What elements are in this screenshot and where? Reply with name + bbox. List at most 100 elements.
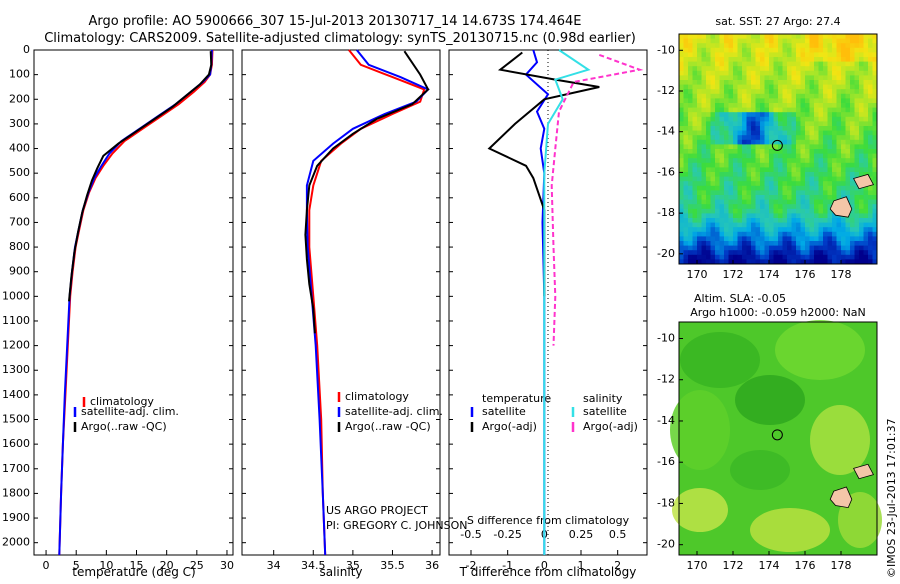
sst-cell <box>764 250 770 256</box>
sst-cell <box>719 43 725 49</box>
sst-cell <box>800 34 806 39</box>
sst-cell <box>706 204 711 210</box>
sst-cell <box>733 112 738 118</box>
sst-cell <box>805 103 810 108</box>
sst-cell <box>841 236 846 242</box>
difference-panel: S difference from climatology T differen… <box>448 49 648 579</box>
sst-cell <box>805 199 810 205</box>
sst-cell <box>872 227 878 233</box>
sst-cell <box>733 259 738 265</box>
sst-cell <box>800 130 806 136</box>
sst-cell <box>728 93 734 99</box>
sst-cell <box>796 181 801 187</box>
sst-cell <box>715 84 720 90</box>
sst-cell <box>782 135 788 141</box>
sst-cell <box>791 153 797 159</box>
sst-cell <box>746 103 752 108</box>
sst-cell <box>823 195 828 200</box>
sst-cell <box>850 254 855 260</box>
sst-cell <box>710 162 716 168</box>
sst-cell <box>832 158 837 164</box>
sst-cell <box>868 250 873 256</box>
sst-cell <box>688 80 693 85</box>
sst-cell <box>773 84 779 90</box>
sst-cell <box>778 66 783 72</box>
sst-cell <box>764 167 770 173</box>
sst-cell <box>827 98 833 104</box>
sst-cell <box>692 199 698 205</box>
sst-cell <box>755 176 761 182</box>
sst-cell <box>814 43 819 49</box>
sst-cell <box>782 218 788 223</box>
sst-cell <box>809 241 815 246</box>
sst-cell <box>683 231 689 237</box>
sst-cell <box>737 135 743 141</box>
sst-cell <box>760 130 765 136</box>
sst-cell <box>827 227 833 233</box>
sst-cell <box>850 236 855 242</box>
sst-cell <box>818 162 824 168</box>
sst-cell <box>854 208 860 214</box>
sst-cell <box>805 38 810 44</box>
sst-cell <box>737 204 743 210</box>
sst-cell <box>737 75 743 81</box>
sst-cell <box>719 162 725 168</box>
sst-cell <box>683 107 689 113</box>
sst-cell <box>724 112 729 118</box>
sst-cell <box>809 158 815 164</box>
sst-cell <box>868 61 873 67</box>
sst-cell <box>737 176 743 182</box>
sst-cell <box>746 213 752 219</box>
sst-cell <box>742 218 747 223</box>
sst-cell <box>710 130 716 136</box>
sst-cell <box>845 57 851 62</box>
sst-cell <box>872 254 878 260</box>
sst-cell <box>836 75 842 81</box>
sst-cell <box>872 218 878 223</box>
sst-cell <box>773 116 779 122</box>
sst-cell <box>850 66 855 72</box>
sst-cell <box>827 93 833 99</box>
sst-cell <box>688 227 693 233</box>
sst-cell <box>697 126 702 131</box>
sst-cell <box>787 199 792 205</box>
sst-cell <box>697 66 702 72</box>
sst-cell <box>737 130 743 136</box>
sst-cell <box>764 162 770 168</box>
sst-cell <box>737 66 743 72</box>
sst-cell <box>692 149 698 154</box>
sst-cell <box>719 135 725 141</box>
sst-cell <box>845 167 851 173</box>
sst-cell <box>845 116 851 122</box>
sst-cell <box>683 241 689 246</box>
sst-cell <box>737 98 743 104</box>
sst-cell <box>796 52 801 58</box>
sst-cell <box>692 213 698 219</box>
sst-cell <box>760 231 765 237</box>
sst-cell <box>868 130 873 136</box>
sst-cell <box>706 93 711 99</box>
sst-cell <box>728 162 734 168</box>
sst-cell <box>737 149 743 154</box>
sst-cell <box>827 167 833 173</box>
sst-cell <box>863 52 869 58</box>
sst-map-lat-tick-label: -20 <box>657 247 675 260</box>
sst-cell <box>854 66 860 72</box>
sst-cell <box>823 84 828 90</box>
sst-cell <box>814 130 819 136</box>
sst-cell <box>791 236 797 242</box>
sst-cell <box>787 213 792 219</box>
sst-cell <box>814 84 819 90</box>
sst-cell <box>769 130 774 136</box>
sst-cell <box>805 231 810 237</box>
sst-cell <box>841 167 846 173</box>
sst-cell <box>755 38 761 44</box>
sst-cell <box>805 190 810 196</box>
sst-cell <box>773 236 779 242</box>
sst-cell <box>787 172 792 177</box>
sst-cell <box>710 47 716 53</box>
sst-cell <box>800 98 806 104</box>
sst-cell <box>841 162 846 168</box>
sst-cell <box>791 66 797 72</box>
sst-cell <box>728 84 734 90</box>
